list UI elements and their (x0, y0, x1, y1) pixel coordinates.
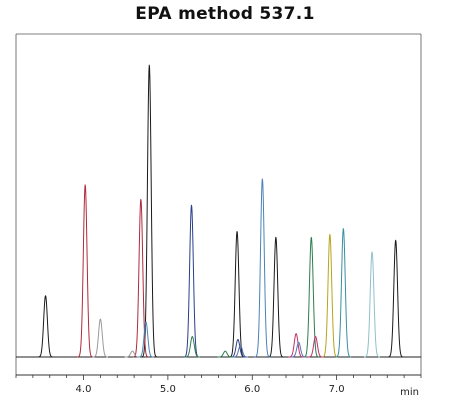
peak (132, 198, 149, 358)
peak (290, 341, 307, 358)
series-0 (37, 64, 404, 358)
x-axis-label: min (400, 387, 419, 398)
series-1 (77, 184, 149, 358)
peak (77, 184, 94, 358)
peak (37, 295, 54, 358)
series-5 (184, 236, 320, 358)
peak (229, 231, 245, 358)
peak (232, 344, 249, 358)
series-3 (183, 204, 246, 358)
peak (92, 318, 109, 358)
x-tick-label: 7.0 (329, 384, 345, 395)
peak (267, 236, 284, 358)
series-9 (288, 333, 324, 358)
peak (254, 178, 271, 358)
peak (184, 336, 201, 358)
peak (303, 236, 320, 358)
peak (183, 204, 200, 358)
series-4 (137, 178, 271, 358)
peak (364, 251, 380, 358)
series-7 (335, 228, 352, 358)
series-2 (92, 318, 141, 358)
series-10 (232, 341, 307, 358)
series-6 (321, 233, 338, 358)
peak (217, 350, 234, 358)
chart-title: EPA method 537.1 (135, 4, 315, 24)
peak (321, 233, 338, 358)
x-tick-label: 5.0 (160, 384, 176, 395)
peak (137, 321, 154, 358)
peak (124, 350, 141, 358)
x-tick-label: 4.0 (76, 384, 92, 395)
peak (141, 64, 158, 358)
peak (307, 336, 324, 358)
x-tick-label: 6.0 (244, 384, 260, 395)
peak (387, 239, 404, 358)
series-8 (364, 251, 380, 358)
peak (335, 228, 352, 358)
